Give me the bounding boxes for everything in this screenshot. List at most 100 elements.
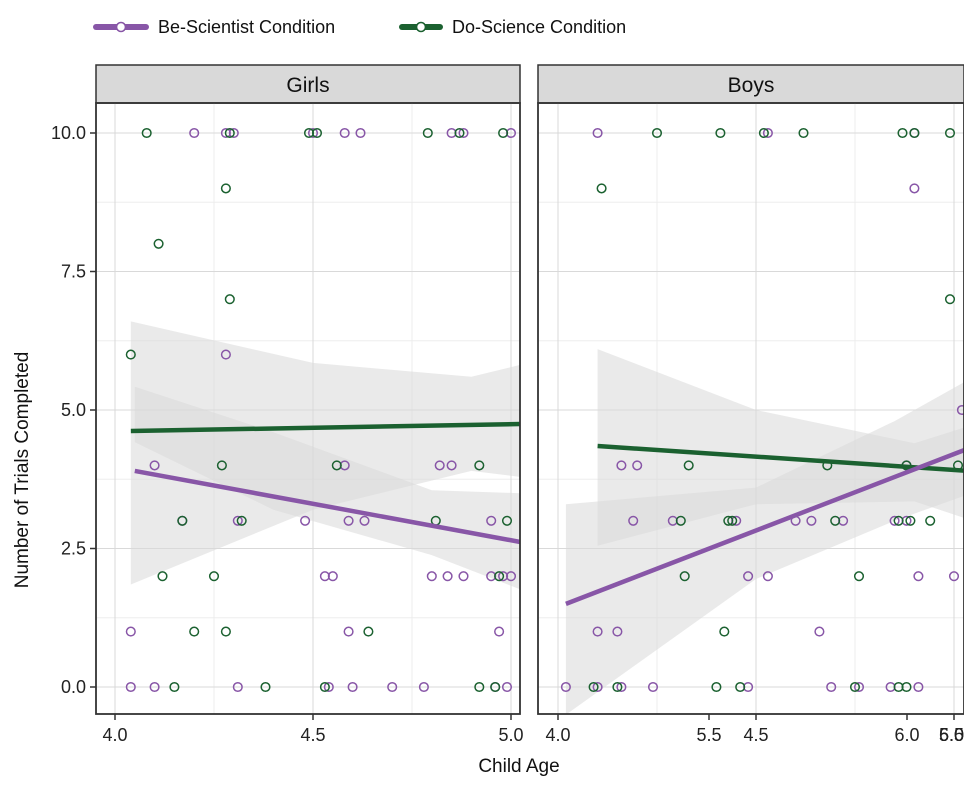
data-point-do [501,515,513,526]
data-point-be [323,681,334,693]
data-point-be [616,460,627,471]
data-point-be [434,460,445,471]
data-point-be [826,681,837,693]
legend-marker-be [115,21,127,33]
y-axis: 0.0 2.5 5.0 7.5 10.0 [51,123,96,697]
legend-label-be: Be-Scientist Condition [158,17,335,37]
data-point-do [719,626,730,637]
x-tick-label: 6.0 [894,725,919,745]
legend-item-be: Be-Scientist Condition [93,17,335,37]
data-point-do [224,294,235,305]
data-point-do [735,681,746,693]
data-point-do [216,460,227,471]
data-point-be [612,626,623,637]
data-point-do [944,127,956,139]
data-point-be [446,460,457,471]
confidence-bands [130,321,520,590]
data-point-be [762,127,773,139]
data-point-be [756,627,765,636]
data-point-be [347,681,358,693]
data-point-be [628,515,639,526]
data-point-do [208,571,220,582]
y-tick-label: 5.0 [61,400,86,420]
data-point-be [149,681,160,693]
data-point-do [711,681,722,693]
data-point-be [501,681,513,693]
data-point-be [505,571,517,582]
fit-line-do [597,443,964,473]
facet-strip [95,64,521,104]
data-point-do [474,460,485,471]
data-point-do [905,515,916,526]
data-point-be [796,627,805,636]
data-point-do [236,515,247,526]
data-point-be [442,571,453,582]
data-point-be [913,571,924,582]
data-point-be [339,127,350,139]
fit-line-do [130,421,520,434]
fit-lines [130,421,520,545]
x-tick-label: 5.5 [939,725,964,745]
data-point-do [494,571,505,582]
data-point-do [125,349,136,360]
points [560,127,964,693]
data-point-be [125,626,136,637]
data-point-be [762,571,773,582]
x-tick-label: 4.0 [102,725,127,745]
fit-lines [565,443,964,606]
data-point-be [300,515,311,526]
data-point-be [948,571,960,582]
data-point-be [909,183,920,194]
data-point-do [796,184,805,193]
data-point-be [189,127,200,139]
facet-strip [537,64,964,104]
x-tick-label: 5.0 [939,725,964,745]
data-point-be [592,626,603,637]
data-point-be [458,571,469,582]
facet-strip-label: Boys [728,74,775,97]
data-point-do [220,183,231,194]
fit-line-be [134,468,520,545]
data-point-be [343,626,354,637]
x-axis-title: Child Age [478,756,559,777]
data-point-do [224,127,235,139]
data-point-be [327,571,338,582]
data-point-be [743,571,754,582]
data-point-be [355,127,366,139]
data-point-do [474,681,485,693]
data-point-be [307,127,319,139]
x-tick-label: 6.0 [939,725,964,745]
legend-marker-do [415,21,427,33]
data-point-do [363,626,374,637]
data-point-be [149,460,160,471]
data-point-do [454,127,465,139]
y-tick-label: 2.5 [61,539,86,559]
data-point-be [647,681,659,693]
data-point-do [683,460,694,471]
data-point-be [125,681,136,693]
data-point-be [494,626,505,637]
data-point-do [675,515,686,526]
x-tick-label: 4.5 [300,725,325,745]
data-point-be [220,349,231,360]
data-point-do [830,515,841,526]
data-point-be [853,681,865,693]
data-point-be [560,681,571,693]
data-point-do [849,681,861,693]
data-point-be [387,681,398,693]
data-point-do [177,515,188,526]
data-point-do [157,571,168,582]
data-point-be [486,515,497,526]
data-point-be [228,127,239,139]
panel-girls: Girls [95,64,805,715]
data-point-do [498,127,509,139]
data-point-do [893,515,904,526]
panel-border [537,102,964,715]
data-point-do [331,460,342,471]
data-point-do [422,127,433,139]
data-point-do [944,294,956,305]
data-point-do [588,681,599,693]
data-point-do [220,626,231,637]
data-point-do [798,127,809,139]
